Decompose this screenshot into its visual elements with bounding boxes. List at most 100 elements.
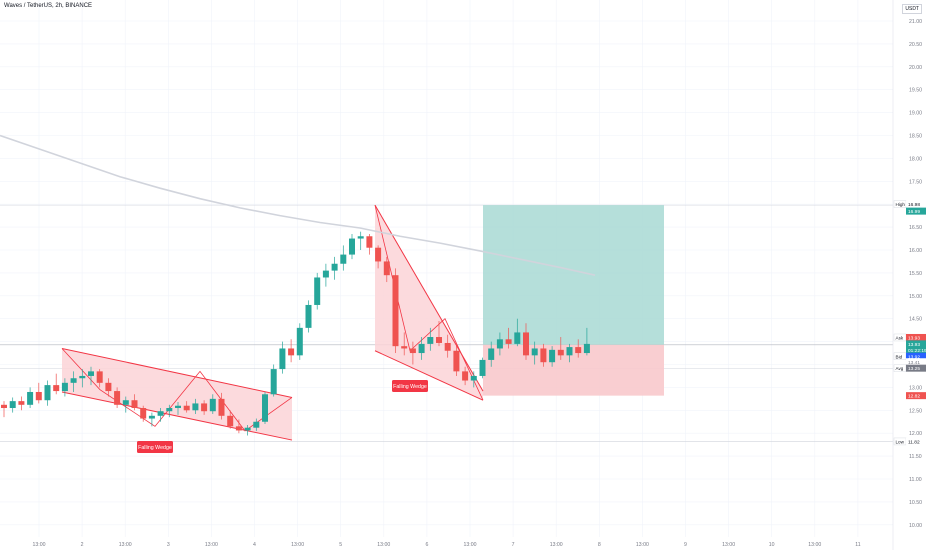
wedge-label: Falling Wedge xyxy=(138,445,172,451)
price-tick-label: 13.00 xyxy=(909,385,922,391)
candle-body xyxy=(53,385,60,392)
moving-average-line xyxy=(0,134,596,276)
price-axis[interactable]: 21.00 20.50 20.00 19.50 19.00 18.50 18.00 17.50… xyxy=(892,0,932,550)
candle-body xyxy=(166,408,173,412)
time-tick-label: 4 xyxy=(253,542,256,548)
candle-body xyxy=(583,343,590,354)
candle-body xyxy=(279,348,286,370)
candle-body xyxy=(549,349,556,363)
time-tick-label: 13:00 xyxy=(722,542,735,548)
candle-body xyxy=(357,236,364,239)
low-value-box xyxy=(906,437,926,445)
candle-body xyxy=(488,348,495,360)
price-tick-label: 11.00 xyxy=(909,477,922,483)
price-tick-label: 17.50 xyxy=(909,179,922,185)
candle-body xyxy=(70,378,77,383)
high-tag: High xyxy=(896,202,906,207)
last-price-value: 13.93 xyxy=(908,342,920,348)
candle-body xyxy=(140,408,147,419)
candle-body xyxy=(9,401,16,409)
candle-body xyxy=(288,348,295,356)
ask-value: 13.93 xyxy=(908,335,920,341)
candle-body xyxy=(244,427,251,431)
candle-body xyxy=(418,343,425,354)
time-tick-label: 6 xyxy=(425,542,428,548)
price-tick-label: 14.50 xyxy=(909,317,922,323)
candle-body xyxy=(18,401,25,405)
candle-body xyxy=(514,332,521,344)
time-tick-label: 2 xyxy=(81,542,84,548)
candle-body xyxy=(1,404,7,409)
avg-value-box xyxy=(906,364,926,372)
candle-body xyxy=(409,348,416,354)
time-tick-label: 13:00 xyxy=(119,542,132,548)
candle-body xyxy=(436,337,442,343)
candle-body xyxy=(531,348,538,356)
time-tick-label: 13:00 xyxy=(550,542,563,548)
time-axis[interactable]: 13:00 2 13:00 3 13:00 4 13:00 5 13:00 6 13:00 7 13:0… xyxy=(33,542,861,548)
candle-body xyxy=(192,403,199,411)
stop-zone xyxy=(483,344,664,396)
avg-value: 13.25 xyxy=(908,366,920,372)
candle-body xyxy=(122,400,129,405)
stop-value-box xyxy=(906,392,926,400)
candle-body xyxy=(340,254,347,264)
wedge-boundary-line xyxy=(61,347,293,398)
countdown-value: 01:22:19 xyxy=(908,348,927,354)
candle-body xyxy=(383,261,390,276)
wedge-boundary-line xyxy=(61,391,293,441)
target-zone xyxy=(483,205,664,345)
candle-body xyxy=(375,247,382,262)
candle-body xyxy=(79,375,86,379)
last-price-value-box xyxy=(906,340,926,348)
candle-body xyxy=(305,304,312,328)
currency-badge[interactable]: USDT xyxy=(902,4,922,14)
price-tick-label: 15.50 xyxy=(909,271,922,277)
high-value-box xyxy=(906,200,926,208)
candle-body xyxy=(566,347,573,356)
bid-tag: Bid xyxy=(896,354,903,359)
price-tick-label: 18.00 xyxy=(909,156,922,162)
candle-body xyxy=(44,385,51,401)
price-tick-label: 20.50 xyxy=(909,42,922,48)
bid-value: 13.92 xyxy=(908,354,920,360)
low-value: 11.82 xyxy=(908,439,920,445)
wedge-label-box xyxy=(392,380,428,392)
price-tick-label: 15.00 xyxy=(909,294,922,300)
stop-value: 12.82 xyxy=(908,394,920,400)
ask-tag: Ask xyxy=(896,335,904,340)
long-position-tool[interactable] xyxy=(483,205,664,396)
candle-body xyxy=(209,398,216,412)
ask-value-box xyxy=(906,333,926,341)
candle-body xyxy=(479,359,486,376)
symbol-title: Waves / TetherUS, 2h, BINANCE xyxy=(4,3,93,9)
price-tick-label: 12.00 xyxy=(909,431,922,437)
candle-body xyxy=(218,398,225,416)
candle-body xyxy=(296,327,303,356)
price-tick-label: 16.50 xyxy=(909,225,922,231)
countdown-value-box xyxy=(906,346,926,354)
price-tick-label: 10.50 xyxy=(909,500,922,506)
time-tick-label: 9 xyxy=(684,542,687,548)
time-tick-label: 3 xyxy=(167,542,170,548)
candle-body xyxy=(496,339,503,349)
price-tick-label: 19.00 xyxy=(909,111,922,117)
time-tick-label: 7 xyxy=(512,542,515,548)
candle-body xyxy=(557,349,564,356)
target-value: 16.99 xyxy=(908,209,920,215)
candle-body xyxy=(523,332,529,356)
price-tick-label: 10.00 xyxy=(909,523,922,529)
candle-body xyxy=(61,382,68,392)
moving-average xyxy=(0,134,596,276)
candle-body xyxy=(88,371,94,376)
candle-body xyxy=(505,339,512,344)
time-tick-label: 8 xyxy=(598,542,601,548)
time-tick-label: 11 xyxy=(855,542,860,548)
candle-body xyxy=(105,382,112,392)
avg1-value-box xyxy=(906,358,926,366)
wedge-label-box xyxy=(137,441,173,453)
candle-body xyxy=(470,375,477,381)
candle-body xyxy=(453,350,460,372)
